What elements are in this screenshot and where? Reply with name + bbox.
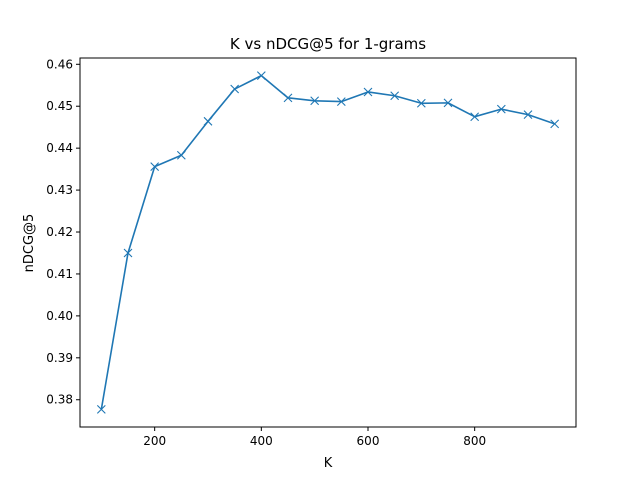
axes-frame	[79, 57, 577, 428]
plot-area	[96, 71, 560, 414]
series-line	[100, 74, 555, 410]
data-point-marker	[416, 98, 426, 108]
y-tick-label: 0.38	[46, 393, 73, 407]
data-point-marker	[283, 93, 293, 103]
axis-ticks: 200 400 600 800 0.38 0.39 0.40 0.41 0.42 0.43 0.44…	[46, 57, 486, 448]
data-point-marker	[390, 91, 400, 101]
y-tick-label: 0.42	[46, 225, 73, 239]
y-axis-label: nDCG@5	[22, 214, 37, 273]
x-tick-label: 800	[463, 434, 486, 448]
data-point-marker	[363, 87, 373, 97]
x-axis-label: K	[324, 456, 333, 471]
data-point-marker	[230, 84, 240, 94]
x-tick-label: 400	[250, 434, 273, 448]
y-tick-label: 0.43	[46, 183, 73, 197]
data-point-marker	[310, 96, 320, 106]
data-point-marker	[150, 162, 160, 171]
y-tick-label: 0.41	[46, 267, 73, 281]
y-tick-label: 0.40	[46, 309, 73, 323]
data-point-marker	[176, 150, 186, 160]
data-point-marker	[123, 248, 133, 258]
y-tick-label: 0.46	[46, 57, 73, 71]
x-tick-label: 200	[143, 434, 166, 448]
data-point-marker	[523, 110, 533, 119]
chart-title: K vs nDCG@5 for 1-grams	[230, 35, 426, 53]
y-tick-label: 0.44	[46, 141, 73, 155]
data-point-marker	[336, 97, 346, 106]
data-point-marker	[256, 71, 266, 81]
data-point-marker	[550, 119, 560, 129]
x-tick-label: 600	[357, 434, 380, 448]
data-point-marker	[443, 98, 453, 108]
y-tick-label: 0.39	[46, 351, 73, 365]
y-tick-label: 0.45	[46, 99, 73, 113]
data-point-marker	[470, 112, 480, 122]
data-point-marker	[203, 116, 213, 126]
data-point-marker	[496, 104, 506, 114]
data-point-marker	[96, 405, 106, 414]
